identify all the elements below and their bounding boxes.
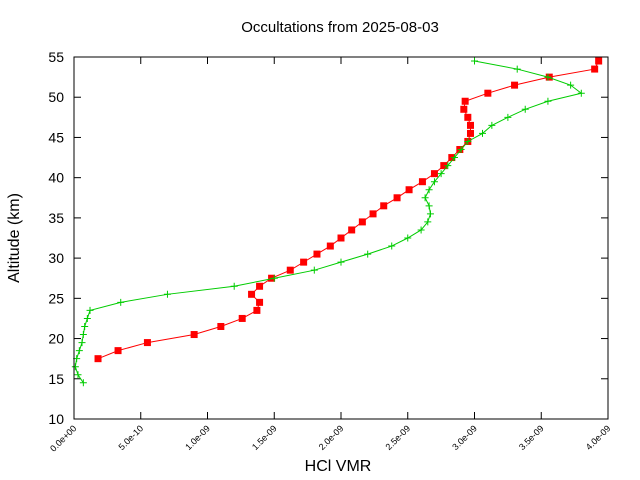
- data-point: [238, 314, 246, 322]
- data-point: [75, 347, 83, 355]
- data-point: [74, 371, 82, 379]
- data-point: [190, 331, 198, 339]
- y-tick-label: 10: [48, 411, 64, 427]
- data-point: [337, 234, 345, 242]
- data-point: [424, 218, 432, 226]
- data-point: [300, 258, 308, 266]
- data-point: [256, 298, 264, 306]
- y-axis-label: Altitude (km): [6, 193, 23, 283]
- data-point: [460, 105, 468, 113]
- data-point: [437, 170, 445, 178]
- data-point: [591, 65, 599, 73]
- y-tick-label: 20: [48, 331, 64, 347]
- data-point: [230, 282, 238, 290]
- y-tick-label: 30: [48, 250, 64, 266]
- data-point: [466, 121, 474, 129]
- data-point: [404, 234, 412, 242]
- data-point: [464, 113, 472, 121]
- data-point: [369, 210, 377, 218]
- data-point: [163, 290, 171, 298]
- data-point: [440, 162, 448, 170]
- data-point: [405, 186, 413, 194]
- data-point: [81, 322, 89, 330]
- data-point: [286, 266, 294, 274]
- data-point: [430, 178, 438, 186]
- data-point: [86, 306, 94, 314]
- data-point: [310, 266, 318, 274]
- data-point: [388, 242, 396, 250]
- y-tick-label: 50: [48, 89, 64, 105]
- data-point: [577, 89, 585, 97]
- data-point: [461, 97, 469, 105]
- y-tick-label: 35: [48, 210, 64, 226]
- data-point: [425, 202, 433, 210]
- data-point: [79, 379, 87, 387]
- data-point: [393, 194, 401, 202]
- data-point: [337, 258, 345, 266]
- data-point: [425, 186, 433, 194]
- plot-frame: [73, 56, 609, 420]
- data-point: [83, 314, 91, 322]
- data-point: [270, 274, 278, 282]
- data-point: [313, 250, 321, 258]
- data-point: [457, 146, 465, 154]
- data-point: [484, 89, 492, 97]
- data-point: [511, 81, 519, 89]
- data-point: [521, 105, 529, 113]
- y-tick-label: 25: [48, 290, 64, 306]
- y-tick-label: 40: [48, 170, 64, 186]
- y-tick-label: 55: [48, 49, 64, 65]
- data-point: [544, 97, 552, 105]
- data-point: [464, 137, 472, 145]
- data-point: [418, 178, 426, 186]
- data-point: [504, 113, 512, 121]
- y-tick-label: 45: [48, 129, 64, 145]
- data-point: [94, 355, 102, 363]
- y-tick-label: 15: [48, 371, 64, 387]
- data-point: [79, 331, 87, 339]
- series-green: [71, 57, 585, 387]
- data-point: [595, 57, 603, 65]
- data-point: [117, 298, 125, 306]
- data-point: [430, 170, 438, 178]
- data-point: [488, 121, 496, 129]
- data-point: [417, 226, 425, 234]
- data-point: [567, 81, 575, 89]
- data-point: [253, 306, 261, 314]
- data-point: [479, 129, 487, 137]
- data-point: [380, 202, 388, 210]
- plot-series: [71, 57, 603, 387]
- chart-title: Occultations from 2025-08-03: [241, 19, 439, 36]
- data-point: [544, 73, 552, 81]
- data-point: [466, 129, 474, 137]
- data-point: [348, 226, 356, 234]
- data-point: [450, 154, 458, 162]
- data-point: [426, 210, 434, 218]
- data-point: [256, 282, 264, 290]
- data-point: [143, 339, 151, 347]
- data-point: [358, 218, 366, 226]
- data-point: [78, 339, 86, 347]
- data-point: [471, 57, 478, 65]
- data-point: [217, 322, 225, 330]
- data-point: [71, 363, 79, 371]
- data-point: [364, 250, 372, 258]
- data-point: [326, 242, 334, 250]
- x-axis-label: HCl VMR: [305, 458, 372, 475]
- data-point: [421, 194, 429, 202]
- data-point: [444, 162, 452, 170]
- data-point: [114, 347, 122, 355]
- data-point: [248, 290, 256, 298]
- data-point: [513, 65, 521, 73]
